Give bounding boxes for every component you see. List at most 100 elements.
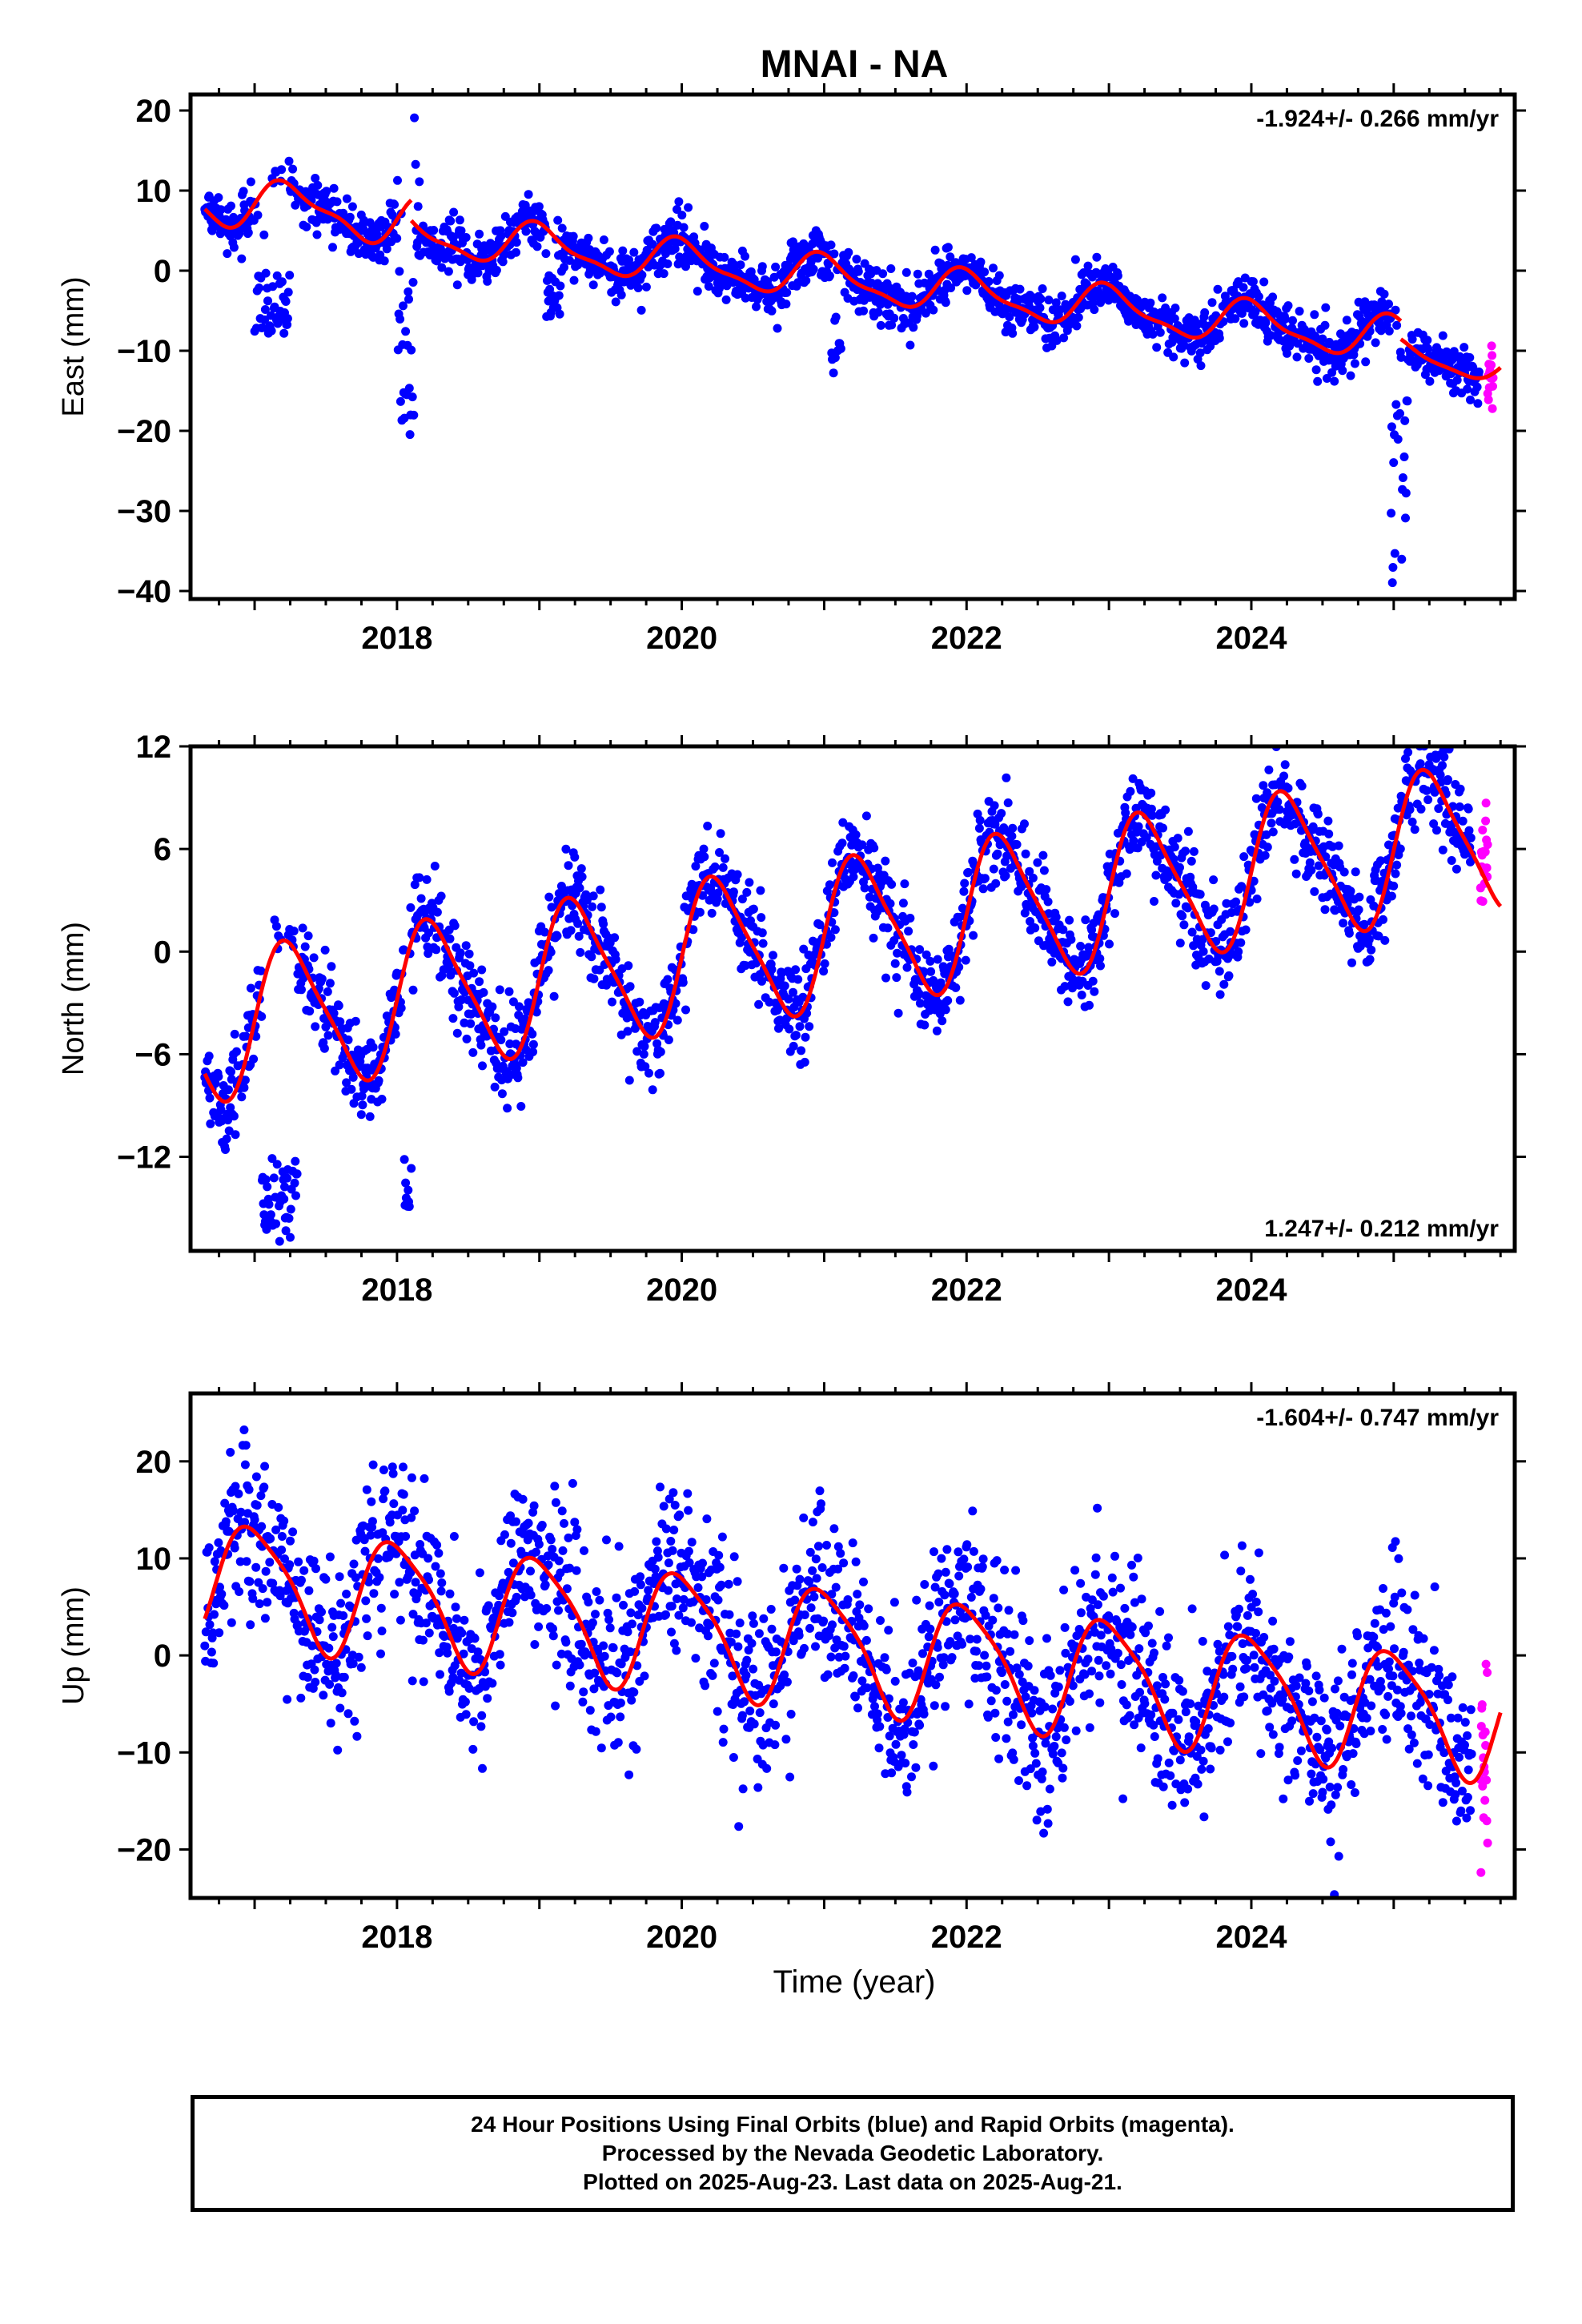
north-final-point [477, 965, 487, 975]
up-final-point [434, 1549, 444, 1558]
east-final-point [390, 199, 400, 209]
up-final-point [637, 1603, 647, 1613]
north-final-point [1259, 781, 1268, 790]
up-final-point [495, 1591, 504, 1601]
up-final-point [839, 1642, 849, 1651]
north-final-point [1347, 958, 1356, 967]
up-final-point [217, 1590, 227, 1598]
north-final-point [671, 999, 681, 1008]
up-final-point [407, 1513, 416, 1522]
east-final-point [569, 275, 579, 285]
east-final-point [277, 165, 287, 175]
up-final-point [584, 1598, 593, 1606]
up-final-point [732, 1629, 741, 1638]
north-final-point [1275, 733, 1283, 742]
north-final-point [347, 1084, 356, 1094]
up-final-point [684, 1546, 693, 1556]
north-final-point [881, 856, 890, 866]
north-final-point [495, 985, 504, 995]
east-final-point [749, 275, 759, 284]
east-final-point [989, 263, 998, 273]
north-final-point [1432, 826, 1441, 835]
up-final-point [261, 1566, 271, 1576]
north-final-point [588, 902, 597, 911]
east-final-point [475, 229, 484, 239]
up-final-point [283, 1695, 292, 1704]
north-final-point [1273, 736, 1282, 745]
up-final-point [500, 1530, 509, 1539]
north-final-point [267, 1154, 277, 1164]
north-final-point [961, 955, 970, 965]
up-final-point [762, 1763, 772, 1773]
up-final-point [201, 1627, 211, 1637]
north-final-point [1038, 850, 1048, 860]
east-final-point [261, 268, 271, 278]
east-final-point [905, 340, 915, 350]
north-final-point [540, 927, 549, 937]
up-final-point [373, 1554, 383, 1563]
up-final-point [588, 1618, 597, 1627]
up-final-point [848, 1538, 857, 1548]
up-final-point [702, 1514, 712, 1524]
north-final-point [465, 961, 475, 971]
up-final-point [884, 1626, 893, 1635]
up-final-point [339, 1611, 348, 1620]
up-final-point [369, 1589, 379, 1598]
east-final-point [829, 368, 838, 378]
up-final-point [873, 1709, 882, 1719]
north-final-point [1084, 943, 1094, 952]
east-final-point [1152, 343, 1162, 352]
up-final-point [200, 1641, 210, 1651]
east-ytick-label: 10 [136, 174, 172, 209]
north-final-point [826, 933, 836, 942]
up-final-point [737, 1711, 747, 1720]
north-final-point [335, 1060, 344, 1070]
up-final-point [889, 1598, 899, 1607]
up-final-point [548, 1631, 558, 1641]
north-final-point [1110, 909, 1119, 919]
east-final-point [889, 313, 899, 323]
north-final-point [1008, 823, 1018, 833]
up-final-point [431, 1562, 440, 1571]
up-final-point [240, 1460, 250, 1470]
east-final-point [1397, 554, 1407, 564]
up-final-point [862, 1683, 872, 1693]
north-final-point [357, 1092, 367, 1101]
up-final-point [215, 1582, 224, 1592]
north-final-point [938, 1016, 947, 1026]
east-final-point [1030, 322, 1039, 332]
east-final-point [1070, 255, 1080, 264]
east-final-point [1155, 328, 1165, 337]
north-final-point [640, 1062, 650, 1072]
up-final-point [829, 1524, 839, 1534]
north-final-point [457, 995, 467, 1004]
east-final-point [767, 306, 777, 316]
north-final-point [1175, 862, 1184, 872]
north-final-point [1183, 903, 1193, 913]
east-final-point [1403, 396, 1412, 406]
up-final-point [407, 1473, 416, 1482]
up-final-point [248, 1594, 258, 1603]
up-final-point [315, 1615, 324, 1625]
north-final-point [1085, 1000, 1094, 1010]
east-final-point [966, 253, 976, 263]
east-final-point [876, 300, 885, 309]
east-final-point [395, 267, 404, 276]
east-final-point [345, 212, 355, 222]
up-final-point [606, 1712, 616, 1722]
north-final-point [1339, 867, 1349, 877]
north-ytick-label: −12 [117, 1140, 171, 1176]
north-final-point [323, 987, 332, 996]
north-final-point [1407, 817, 1417, 826]
up-final-point [325, 1552, 335, 1562]
north-final-point [365, 1112, 375, 1121]
east-final-point [229, 243, 239, 252]
up-final-point [388, 1469, 398, 1478]
north-fit-line [203, 767, 1503, 1104]
north-final-point [1245, 898, 1255, 907]
north-final-point [954, 963, 964, 972]
north-final-point [573, 919, 583, 928]
up-final-point [580, 1546, 588, 1555]
up-final-point [506, 1538, 516, 1548]
